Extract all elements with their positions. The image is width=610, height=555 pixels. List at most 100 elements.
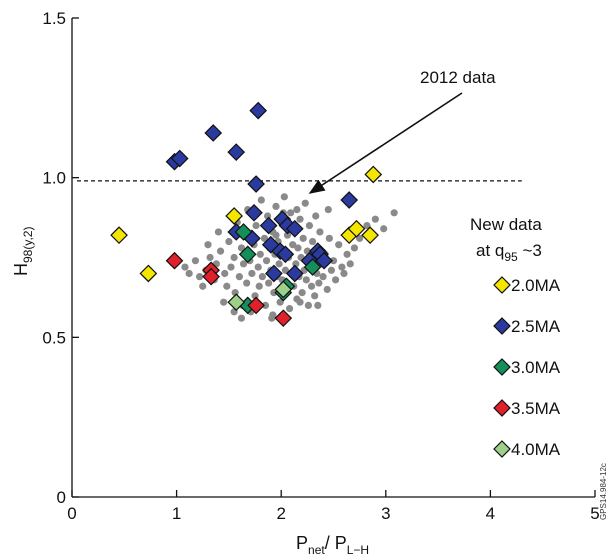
data-point — [343, 250, 351, 258]
data-point — [185, 269, 193, 278]
data-point — [311, 292, 319, 300]
legend-item: 3.5MA — [493, 399, 561, 418]
legend-label: 2.5MA — [511, 317, 561, 336]
data-point — [265, 279, 273, 287]
legend-marker — [493, 276, 511, 294]
data-point-diamond — [234, 223, 253, 241]
data-point — [296, 298, 304, 306]
data-point — [305, 221, 314, 230]
data-point-diamond — [227, 143, 246, 161]
data-point — [329, 257, 338, 265]
legend-title-line1: New data — [470, 215, 542, 234]
data-point — [299, 234, 307, 242]
data-point — [256, 250, 264, 258]
data-point — [270, 289, 278, 297]
data-point — [325, 234, 333, 242]
legend-label: 3.0MA — [511, 358, 561, 377]
data-point — [338, 263, 346, 271]
legend-item: 4.0MA — [493, 440, 561, 459]
data-point-diamond — [261, 235, 280, 254]
data-point — [294, 244, 302, 252]
data-point — [237, 314, 246, 322]
data-point-diamond — [276, 245, 295, 264]
data-point — [196, 273, 204, 281]
legend-item: 2.0MA — [493, 276, 561, 295]
data-point-diamond — [285, 264, 304, 283]
data-point — [223, 282, 231, 290]
data-point — [302, 276, 310, 284]
data-point-diamond — [340, 191, 359, 209]
data-point — [220, 298, 228, 306]
legend-label: 4.0MA — [511, 440, 561, 459]
x-tick-label: 2 — [276, 504, 285, 523]
data-point — [261, 301, 270, 309]
data-point — [254, 263, 262, 271]
data-point-diamond — [285, 219, 304, 238]
data-point-diamond — [204, 124, 223, 142]
data-point-diamond — [347, 219, 366, 238]
data-point — [340, 269, 348, 278]
data-point — [221, 269, 229, 278]
y-tick-label: 0 — [57, 488, 66, 507]
data-point — [239, 260, 248, 268]
data-point — [252, 221, 260, 230]
series-3-5ma — [165, 251, 293, 328]
data-point — [181, 263, 189, 271]
legend-item: 2.5MA — [493, 317, 561, 336]
data-point-diamond — [247, 175, 265, 193]
data-point-diamond — [110, 226, 128, 244]
y-tick-label: 0.5 — [42, 328, 66, 347]
x-tick-label: 3 — [381, 504, 390, 523]
data-point — [324, 206, 332, 214]
data-point — [214, 228, 223, 236]
series-2-5ma — [165, 101, 359, 283]
data-point-diamond — [265, 264, 283, 283]
data-point — [216, 247, 225, 255]
data-point — [243, 279, 251, 287]
legend-title-line2: at q95 ~3 — [476, 241, 542, 264]
data-point-diamond — [361, 226, 379, 244]
data-point-diamond — [227, 293, 246, 312]
legend-marker — [493, 317, 511, 335]
data-point — [272, 202, 280, 211]
data-point — [258, 273, 266, 281]
data-point — [312, 212, 320, 220]
data-point — [323, 285, 331, 294]
data-point — [272, 231, 280, 239]
data-point-diamond — [247, 296, 265, 315]
data-point — [304, 301, 312, 309]
data-point — [206, 253, 214, 262]
data-point — [269, 311, 277, 319]
data-point — [390, 209, 398, 217]
x-tick-label: 1 — [172, 504, 181, 523]
data-point — [293, 206, 301, 214]
data-point — [283, 231, 292, 239]
data-point — [191, 257, 200, 265]
series-2-0ma — [110, 165, 383, 283]
data-point-diamond — [170, 149, 189, 168]
data-point-diamond — [139, 264, 158, 283]
legend-marker — [493, 399, 511, 417]
data-point-diamond — [315, 251, 333, 270]
data-point-diamond — [238, 245, 257, 264]
data-point — [296, 215, 304, 223]
data-point — [276, 298, 284, 306]
y-tick-label: 1.5 — [42, 9, 66, 28]
watermark: GPS14.984-12c — [599, 463, 608, 520]
annotation-arrow — [308, 92, 463, 194]
annotation-label: 2012 data — [420, 68, 496, 87]
data-point — [371, 215, 379, 223]
data-point — [257, 196, 265, 204]
legend-marker — [493, 358, 511, 376]
series-2012-data — [181, 193, 398, 322]
series-4-0ma — [227, 280, 293, 312]
data-point — [199, 282, 207, 290]
data-point — [316, 228, 324, 236]
x-tick-label: 0 — [67, 504, 76, 523]
data-point — [350, 244, 359, 252]
data-point — [307, 282, 316, 290]
legend-label: 2.0MA — [511, 276, 561, 295]
data-point — [255, 282, 263, 290]
data-point — [204, 241, 212, 249]
